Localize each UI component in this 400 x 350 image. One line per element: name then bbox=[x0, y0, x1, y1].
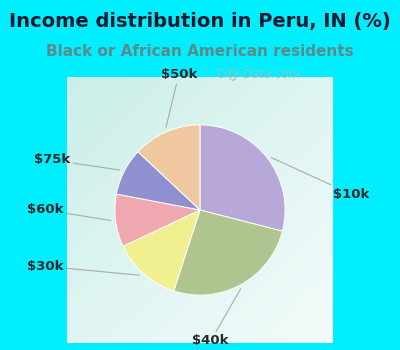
Text: $75k: $75k bbox=[34, 154, 120, 170]
Wedge shape bbox=[116, 152, 200, 210]
Text: $50k: $50k bbox=[160, 68, 197, 127]
Text: ⓠ: ⓠ bbox=[228, 68, 236, 81]
Text: Black or African American residents: Black or African American residents bbox=[46, 44, 354, 59]
Wedge shape bbox=[174, 210, 282, 295]
Text: Income distribution in Peru, IN (%): Income distribution in Peru, IN (%) bbox=[9, 12, 391, 31]
Text: $40k: $40k bbox=[192, 289, 241, 347]
Wedge shape bbox=[123, 210, 200, 291]
Text: $60k: $60k bbox=[27, 203, 111, 220]
Wedge shape bbox=[200, 125, 285, 231]
Text: City-Data.com: City-Data.com bbox=[217, 68, 301, 81]
Text: $30k: $30k bbox=[27, 260, 140, 275]
Wedge shape bbox=[115, 194, 200, 246]
Wedge shape bbox=[138, 125, 200, 210]
Text: $10k: $10k bbox=[272, 158, 369, 201]
